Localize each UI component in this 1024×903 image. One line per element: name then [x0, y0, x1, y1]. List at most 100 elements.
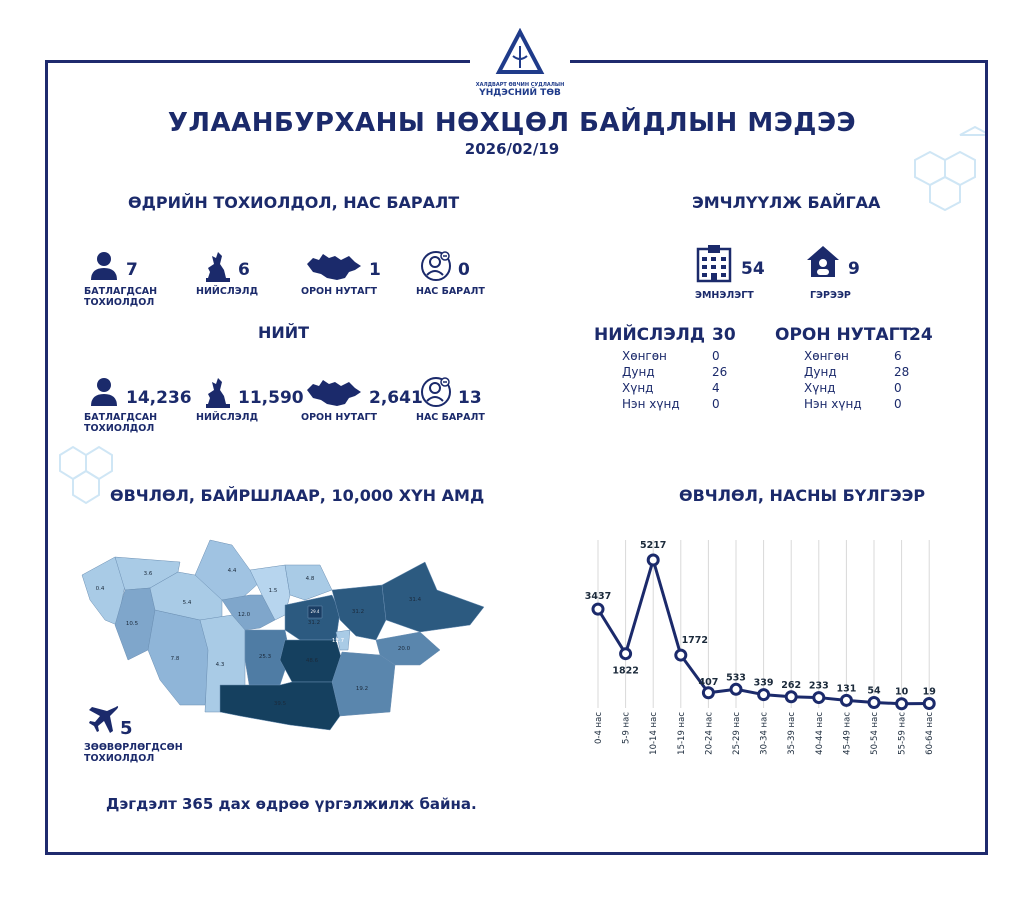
- stat-label-line1: НАС БАРАЛТ: [416, 286, 485, 297]
- severity-count: 0: [712, 349, 720, 363]
- severity-label: Дунд: [804, 365, 837, 379]
- data-point: [784, 690, 798, 704]
- rural-total: 24: [909, 325, 933, 345]
- treatment-heading: ЭМЧЛҮҮЛЖ БАЙГАА: [692, 193, 881, 212]
- map-region: [219, 681, 341, 731]
- total-heading: НИЙТ: [258, 323, 310, 342]
- data-point: [922, 696, 936, 710]
- map-region: [335, 629, 351, 651]
- data-point: [757, 688, 771, 702]
- stat-value: 2,641: [369, 388, 423, 408]
- imported-label-line2: ТОХИОЛДОЛ: [84, 753, 155, 764]
- data-label: 1822: [612, 666, 638, 677]
- deceased-person-icon: [420, 250, 454, 288]
- stat-label-line1: НАС БАРАЛТ: [416, 412, 485, 423]
- x-tick-label: 35-39 нас: [787, 712, 797, 755]
- map-region-value: 31.2: [352, 609, 364, 615]
- imported-label: ЗӨӨВӨРЛӨГДСӨН ТОХИОЛДОЛ: [84, 742, 183, 764]
- stat-value: 6: [238, 260, 250, 280]
- mongolia-map-icon: [305, 250, 365, 288]
- data-point: [674, 648, 688, 662]
- data-label: 339: [754, 678, 774, 689]
- severity-count: 6: [894, 349, 902, 363]
- map-region: [307, 605, 323, 619]
- data-label: 533: [726, 672, 746, 683]
- page-title: УЛААНБУРХАНЫ НӨХЦӨЛ БАЙДЛЫН МЭДЭЭ: [167, 108, 857, 138]
- city-monument-icon: [200, 250, 234, 288]
- logo-text-big: ҮНДЭСНИЙ ТӨВ: [479, 88, 561, 98]
- home-label: ГЭРЭЭР: [810, 290, 851, 301]
- stat-label-line1: БАТЛАГДСАН: [84, 412, 158, 423]
- imported-count: 5: [120, 718, 133, 739]
- map-region: [284, 564, 333, 601]
- map-region-value: 29.4: [311, 609, 320, 614]
- x-tick-label: 10-14 нас: [649, 712, 659, 755]
- home-icon: [807, 246, 839, 277]
- map-region-value: 20.0: [398, 646, 411, 652]
- data-label: 19: [923, 686, 936, 697]
- severity-count: 0: [894, 381, 902, 395]
- map-region-value: 12.7: [332, 638, 345, 644]
- x-tick-label: 0-4 нас: [594, 712, 604, 744]
- map-region-value: 5.4: [183, 600, 192, 606]
- stat-value: 0: [458, 260, 470, 280]
- data-point: [646, 553, 660, 567]
- city-monument-icon: [200, 376, 234, 414]
- x-tick-label: 25-29 нас: [732, 712, 742, 755]
- data-label: 131: [836, 683, 856, 694]
- stat-value: 1: [369, 260, 381, 280]
- map-region-value: 1.5: [269, 588, 278, 594]
- data-point: [729, 682, 743, 696]
- x-tick-label: 5-9 нас: [622, 712, 632, 744]
- person-icon: [88, 376, 122, 414]
- imported-label-line1: ЗӨӨВӨРЛӨГДСӨН: [84, 742, 183, 753]
- map-region-value: 4.4: [228, 568, 237, 574]
- chart-title: ӨВЧЛӨЛ, НАСНЫ БҮЛГЭЭР: [679, 486, 926, 505]
- map-region-value: 10.5: [126, 621, 139, 627]
- hospital-icon: [696, 245, 732, 283]
- data-point: [591, 602, 605, 616]
- person-icon: [88, 250, 122, 288]
- x-tick-label: 40-44 нас: [815, 712, 825, 755]
- map-region-value: 12.0: [238, 612, 251, 618]
- map-region: [149, 571, 223, 623]
- severity-count: 4: [712, 381, 720, 395]
- capital-total: 30: [712, 325, 736, 345]
- severity-label: Хөнгөн: [804, 349, 849, 363]
- severity-count: 0: [894, 397, 902, 411]
- map-region-value: 48.6: [306, 658, 319, 664]
- airplane-icon: [89, 706, 119, 733]
- stat-label-line2: ТОХИОЛДОЛ: [84, 297, 155, 308]
- daily-heading: ӨДРИЙН ТОХИОЛДОЛ, НАС БАРАЛТ: [128, 193, 460, 212]
- logo-triangle-icon: [495, 27, 545, 74]
- outbreak-duration-note: Дэгдэлт 365 дах өдрөө үргэлжилж байна.: [106, 795, 477, 813]
- hospital-count: 54: [741, 259, 765, 279]
- severity-count: 26: [712, 365, 728, 379]
- x-tick-label: 15-19 нас: [677, 712, 687, 755]
- severity-count: 0: [712, 397, 720, 411]
- stat-label-line1: БАТЛАГДСАН: [84, 286, 158, 297]
- stat-label-line1: НИЙСЛЭЛД: [196, 412, 259, 423]
- mongolia-map-icon: [305, 376, 365, 414]
- severity-label: Хүнд: [804, 381, 836, 395]
- severity-label: Дунд: [622, 365, 655, 379]
- x-tick-label: 20-24 нас: [704, 712, 714, 755]
- data-point: [867, 696, 881, 710]
- data-label: 3437: [585, 591, 611, 602]
- data-label: 1772: [682, 635, 708, 646]
- data-point: [812, 691, 826, 705]
- map-region: [381, 561, 485, 633]
- capital-title: НИЙСЛЭЛД: [594, 325, 706, 345]
- map-region-value: 7.8: [171, 656, 180, 662]
- hexagon-decoration-icon: [914, 125, 985, 212]
- logo-text-small: ХАЛДВАРТ ӨВЧИН СУДЛАЛЫН: [475, 82, 565, 88]
- map-region-value: 4.3: [216, 662, 225, 668]
- map-region-value: 31.2: [308, 620, 320, 626]
- x-tick-label: 55-59 нас: [898, 712, 908, 755]
- map-region-value: 19.2: [356, 686, 368, 692]
- data-point: [895, 697, 909, 711]
- x-tick-label: 50-54 нас: [870, 712, 880, 755]
